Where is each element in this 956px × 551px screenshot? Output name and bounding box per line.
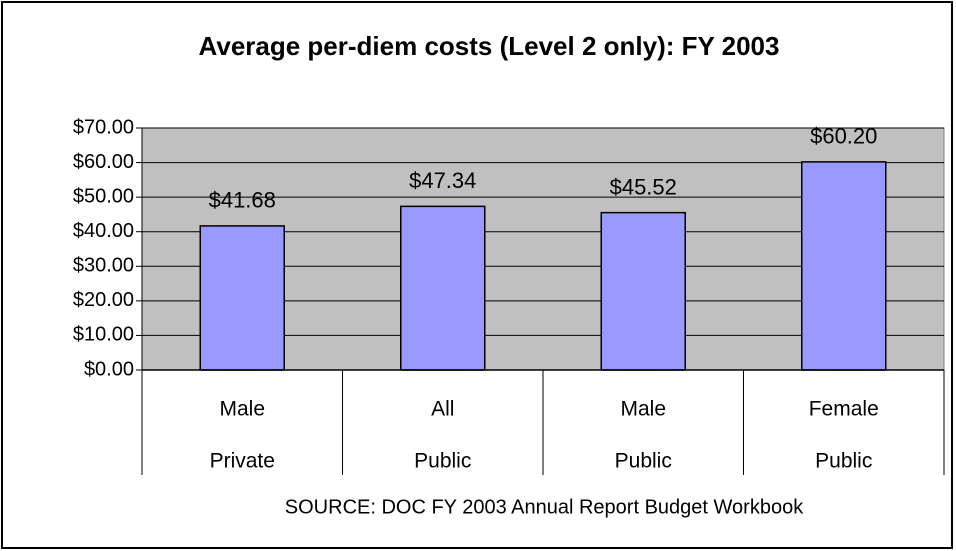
y-tick-label: $70.00 [73, 116, 134, 138]
x-tick-label: All [431, 398, 454, 421]
x-tick-label: Male [620, 398, 666, 421]
x-tick-label: Public [414, 450, 471, 473]
bar [199, 225, 285, 371]
source-note: SOURCE: DOC FY 2003 Annual Report Budget… [285, 496, 804, 518]
x-tick-label: Private [210, 450, 275, 473]
x-tick-label: Male [219, 398, 265, 421]
bar [400, 205, 486, 371]
y-tick-label: $20.00 [73, 289, 134, 311]
value-label: $60.20 [810, 124, 877, 149]
y-tick-label: $0.00 [84, 358, 134, 380]
bar [801, 161, 887, 371]
x-tick-label: Female [809, 398, 879, 421]
chart-title: Average per-diem costs (Level 2 only): F… [199, 31, 780, 61]
y-tick-label: $40.00 [73, 220, 134, 242]
y-tick-label: $50.00 [73, 185, 134, 207]
y-tick-label: $60.00 [73, 151, 134, 173]
value-label: $47.34 [409, 168, 476, 193]
y-tick-label: $10.00 [73, 324, 134, 346]
y-tick-label: $30.00 [73, 255, 134, 277]
value-label: $41.68 [209, 188, 276, 213]
value-label: $45.52 [610, 174, 677, 199]
x-tick-label: Public [615, 450, 672, 473]
x-tick-label: Public [815, 450, 872, 473]
bar [600, 211, 686, 371]
